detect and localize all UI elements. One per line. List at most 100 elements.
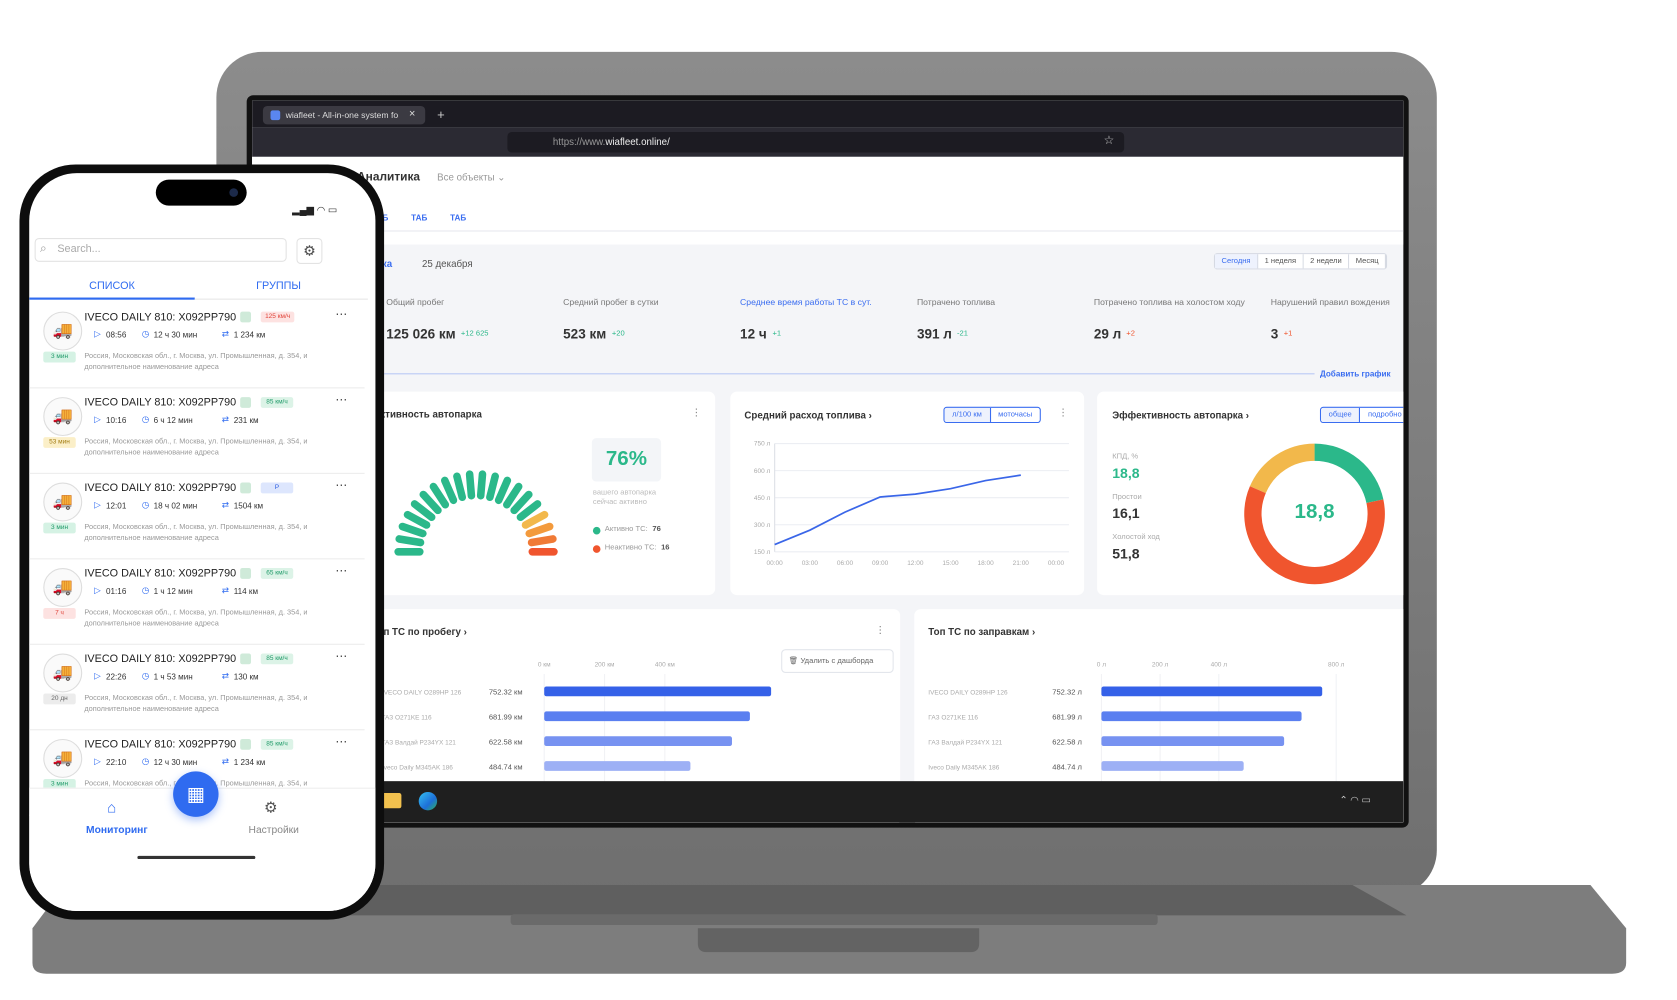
gauge-tick [486, 472, 499, 502]
edit-icon [240, 482, 252, 494]
vehicle-name: IVECO DAILY 810: X092PP790 [84, 568, 237, 580]
bar [1101, 736, 1285, 746]
nav-settings[interactable]: Настройки [248, 824, 299, 837]
efficiency-title-text: Эффективность автопарка [1112, 410, 1244, 421]
add-chart[interactable]: Добавить график [1319, 368, 1391, 379]
period[interactable]: 2 недели [1303, 254, 1350, 269]
stat-value: 51,8 [1112, 545, 1140, 562]
toggle[interactable]: подробно [1367, 411, 1402, 419]
gauge-tick [395, 535, 425, 547]
edge-icon[interactable] [418, 791, 438, 811]
header [252, 156, 1404, 245]
speed-badge: 85 км/ч [260, 653, 294, 665]
distance-icon: ⇄ [221, 414, 230, 425]
object-filter[interactable]: Все объекты ⌄ [437, 172, 506, 183]
vehicle-card[interactable]: 🚚 7 ч IVECO DAILY 810: X092PP790 65 км/ч ⋯ ▷ 0… [29, 559, 365, 645]
duration: 1 ч 53 мин [153, 671, 193, 682]
edit-icon [240, 311, 252, 323]
more: ⋯ [335, 393, 348, 407]
efficiency-card: Эффективность автопарка › общее подробно … [1097, 391, 1404, 596]
age-badge: 7 ч [43, 608, 76, 619]
tab[interactable]: ТАБ [411, 213, 428, 223]
toggle[interactable]: л/100 км [944, 407, 991, 422]
bar-chart: 0 км 200 км 400 км IVECO DAILY O289HP 126 75… [382, 661, 772, 804]
gauge-tick [516, 500, 542, 522]
bar-value: 752.32 л [1052, 688, 1082, 697]
time: 08:56 [106, 329, 127, 340]
address: Россия, Московская обл., г. Москва, ул. … [84, 694, 308, 713]
bar [544, 761, 691, 771]
toggle[interactable]: моточасы [998, 411, 1033, 419]
period-selector: Сегодня 1 неделя 2 недели Месяц [1213, 253, 1388, 270]
folder-icon[interactable] [381, 793, 402, 809]
menu[interactable]: ⋮ [691, 406, 702, 418]
tab[interactable] [262, 106, 426, 125]
period[interactable]: Сегодня [1215, 254, 1259, 269]
menu[interactable]: ⋮ [1058, 406, 1068, 418]
time-icon: ▷ [94, 670, 101, 681]
remove-button[interactable]: 🗑 Удалить с дашборда [781, 649, 894, 673]
time: 22:10 [106, 757, 127, 768]
time-icon: ▷ [94, 756, 101, 767]
bookmark-star[interactable]: ☆ [1103, 134, 1115, 148]
avatar: 🚚 [43, 738, 83, 778]
bar-value: 681.99 км [489, 712, 523, 721]
time: 22:26 [106, 671, 127, 682]
new-tab[interactable]: + [437, 107, 445, 123]
kpi-value: 3 [1270, 326, 1279, 342]
avatar: 🚚 [43, 568, 83, 607]
vehicle-card[interactable]: 🚚 3 мин IVECO DAILY 810: X092PP790 125 км/ч… [29, 303, 365, 389]
period[interactable]: Месяц [1349, 254, 1387, 269]
bar [544, 686, 772, 697]
age-badge: 3 мин [43, 522, 76, 534]
bar-value: 752.32 км [489, 688, 523, 697]
menu[interactable]: ⋮ [875, 624, 886, 636]
vehicle-name: IVECO DAILY 810: X092PP790 [84, 397, 237, 409]
avatar: 🚚 [43, 482, 83, 522]
tab-list[interactable]: СПИСОК [89, 280, 135, 293]
more: ⋯ [335, 308, 348, 322]
vehicle-card[interactable]: 🚚 20 дн IVECO DAILY 810: X092PP790 85 км/ч ⋯… [29, 645, 365, 731]
duration: 12 ч 30 мин [153, 757, 198, 768]
tab[interactable]: ТАБ [450, 213, 467, 223]
distance: 130 км [233, 671, 259, 682]
toggle[interactable]: общее [1321, 407, 1361, 422]
vehicle-name: IVECO DAILY 810: X092PP790 [84, 482, 237, 495]
stat-label: КПД, % [1112, 453, 1139, 461]
kpi-delta: +2 [1126, 329, 1135, 338]
vehicle-card[interactable]: 🚚 3 мин IVECO DAILY 810: X092PP790 Р ⋯ ▷ 12:01… [29, 474, 365, 560]
nav-monitoring[interactable]: Мониторинг [86, 824, 148, 837]
settings-button[interactable]: ⚙ [296, 238, 323, 264]
x-tick-label: 00:00 [767, 560, 784, 567]
x-tick-label: 03:00 [802, 560, 819, 567]
taskbar [252, 781, 1404, 823]
url-field[interactable] [507, 131, 1125, 153]
bar-name: Iveco Daily M345AK 186 [928, 764, 999, 771]
gauge-tick [440, 476, 458, 505]
legend-dot [592, 526, 601, 535]
tab-underline [29, 297, 195, 300]
add-chart-line [384, 373, 1315, 375]
tab-close[interactable]: × [408, 108, 416, 121]
address: Россия, Московская обл., г. Москва, ул. … [84, 438, 308, 457]
search-box[interactable] [34, 238, 287, 262]
bar-name: IVECO DAILY O289HP 126 [928, 690, 1008, 697]
age-badge: 53 мин [43, 437, 76, 448]
time: 12:01 [106, 500, 127, 511]
avatar: 🚚 [43, 311, 83, 351]
vehicle-card[interactable]: 🚚 53 мин IVECO DAILY 810: X092PP790 85 км/ч… [29, 388, 365, 474]
gauge-tick [510, 490, 533, 515]
fuel-title: Средний расход топлива › [744, 410, 872, 421]
percent-box [591, 438, 662, 482]
edit-icon [240, 568, 252, 579]
legend-value: 16 [661, 544, 670, 552]
tab-groups[interactable]: ГРУППЫ [256, 280, 302, 293]
x-tick-label: 15:00 [942, 560, 959, 567]
efficiency-toggles: общее подробно [1319, 406, 1404, 424]
kpi-value: 29 л [1093, 326, 1122, 342]
bar-name: ГАЗ Валдай P234YX 121 [928, 738, 1002, 746]
fab[interactable]: ▦ [173, 771, 219, 817]
gauge-tick [521, 510, 549, 529]
period[interactable]: 1 неделя [1258, 254, 1304, 269]
monitoring-icon: ⌂ [107, 798, 117, 816]
